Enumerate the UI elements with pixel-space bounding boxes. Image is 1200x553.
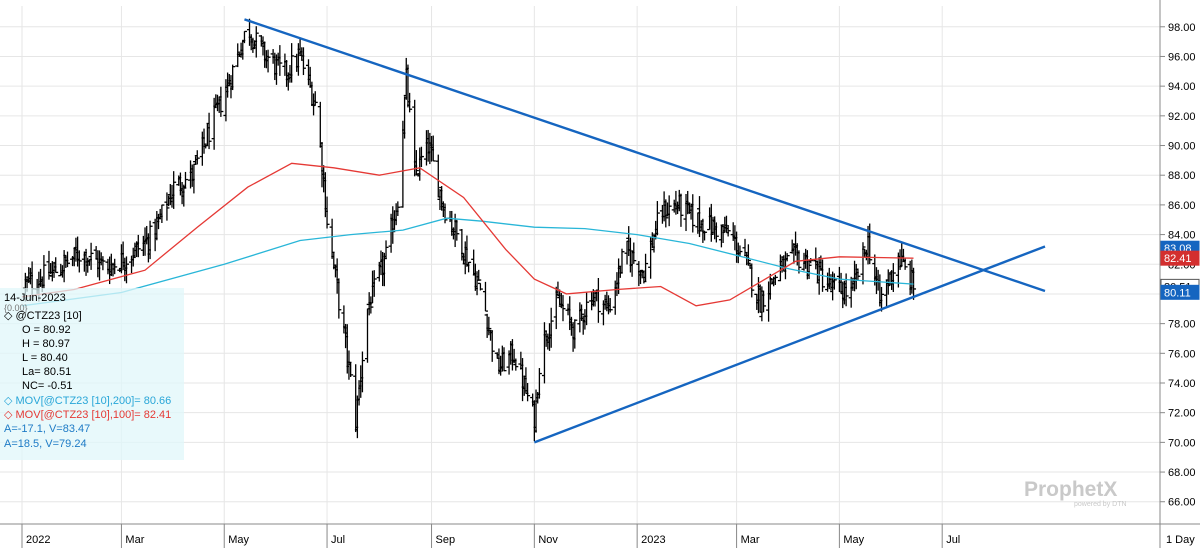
y-tick-label: 96.00 <box>1168 51 1196 63</box>
y-tick-label: 70.00 <box>1168 437 1196 449</box>
x-tick-label: 2023 <box>641 534 665 546</box>
y-tick-label: 84.00 <box>1168 230 1196 242</box>
mov200-label: ◇ MOV[@CTZ23 [10],200]= 80.66 <box>4 395 171 408</box>
x-tick-label: May <box>228 534 249 546</box>
low-value: L = 80.40 <box>4 352 68 365</box>
info-panel: 14-Jun-2023 {0.00} ◇ @CTZ23 [10] O = 80.… <box>0 288 184 460</box>
ohlc-bar <box>655 201 660 235</box>
ohlc-bar <box>242 31 247 43</box>
diamond-icon: ◇ <box>4 395 16 407</box>
y-tick-label: 66.00 <box>1168 497 1196 509</box>
ohlc-bar <box>365 309 370 363</box>
y-tick-label: 68.00 <box>1168 467 1196 479</box>
trendline-1-label: A=-17.1, V=83.47 <box>4 423 90 436</box>
x-tick-label: May <box>843 534 864 546</box>
high-value: H = 80.97 <box>4 338 70 351</box>
prophetx-logo: ProphetX <box>1024 478 1117 502</box>
y-tick-label: 76.00 <box>1168 348 1196 360</box>
trendline-2-label: A=18.5, V=79.24 <box>4 438 87 451</box>
mov100-label: ◇ MOV[@CTZ23 [10],100]= 82.41 <box>4 409 171 422</box>
y-tick-label: 98.00 <box>1168 22 1196 34</box>
ohlc-bar <box>478 283 483 290</box>
y-tick-label: 72.00 <box>1168 408 1196 420</box>
ohlc-bar <box>643 254 648 281</box>
x-tick-label: Sep <box>436 534 456 546</box>
trendline-resistance <box>244 19 1045 291</box>
last-value: La= 80.51 <box>4 366 71 379</box>
y-tick-label: 88.00 <box>1168 170 1196 182</box>
x-tick-label: Jul <box>946 534 960 546</box>
ohlc-bar <box>384 240 389 258</box>
ohlc-bar <box>483 282 488 311</box>
y-tick-label: 78.00 <box>1168 319 1196 331</box>
diamond-icon: ◇ <box>4 310 16 322</box>
x-tick-label: 2022 <box>26 534 50 546</box>
y-tick-label: 92.00 <box>1168 111 1196 123</box>
y-tick-label: 90.00 <box>1168 141 1196 153</box>
period-label: 1 Day <box>1166 534 1195 546</box>
diamond-icon: ◇ <box>4 409 16 421</box>
y-tick-label: 86.00 <box>1168 200 1196 212</box>
x-tick-label: Jul <box>331 534 345 546</box>
price-tag-label: 82.41 <box>1164 253 1192 265</box>
x-tick-label: Mar <box>125 534 144 546</box>
x-tick-label: Nov <box>538 534 558 546</box>
open-value: O = 80.92 <box>4 324 71 337</box>
symbol-label: ◇ @CTZ23 [10] <box>4 310 82 323</box>
net-change-value: NC= -0.51 <box>4 380 72 393</box>
y-tick-label: 74.00 <box>1168 378 1196 390</box>
ohlc-bar <box>159 205 164 223</box>
price-tag-label: 80.11 <box>1164 287 1191 299</box>
prophetx-tagline: powered by DTN <box>1074 501 1127 508</box>
y-tick-label: 94.00 <box>1168 81 1196 93</box>
ohlc-bar <box>318 102 323 148</box>
x-tick-label: Mar <box>741 534 760 546</box>
ohlc-bar <box>89 243 94 270</box>
